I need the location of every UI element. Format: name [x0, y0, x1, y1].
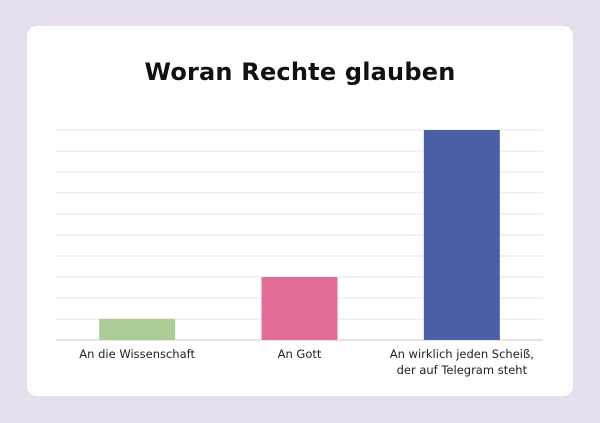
- bar-2: [261, 277, 338, 340]
- chart-card: Woran Rechte glauben An die Wissenschaft…: [27, 26, 573, 396]
- bar-chart: [56, 129, 543, 341]
- bar-3: [423, 130, 500, 340]
- chart-title: Woran Rechte glauben: [144, 58, 456, 86]
- bar-1: [99, 319, 176, 340]
